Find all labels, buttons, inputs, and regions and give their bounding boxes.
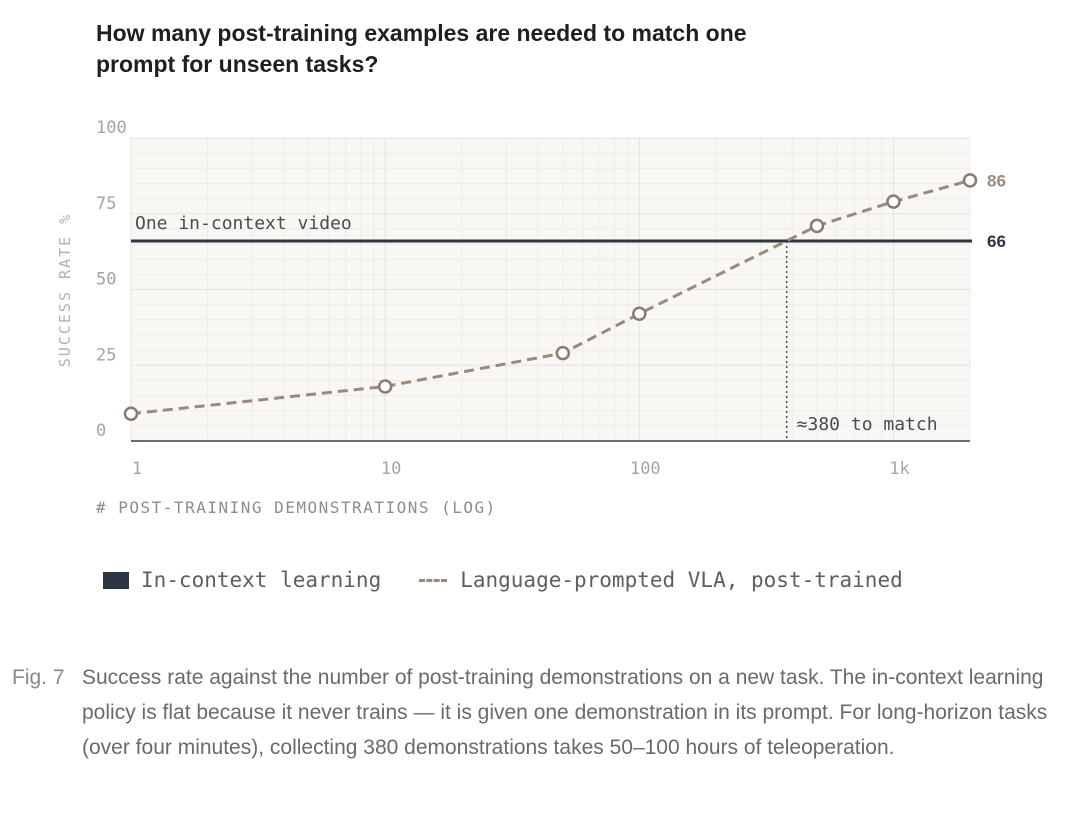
x-tick-labels: 1 10 100 1k xyxy=(132,459,910,479)
data-point xyxy=(377,379,393,394)
data-point xyxy=(962,173,978,188)
major-grid xyxy=(130,137,970,441)
line-chart: 0 25 50 75 100 1 10 100 1k SUCCESS RATE % # POS… xyxy=(56,118,1006,517)
legend-swatch-dashed xyxy=(419,578,448,582)
icl-annotation: One in-context video xyxy=(135,213,352,234)
legend-label-icl: In-context learning xyxy=(141,568,382,592)
x-axis-label: # POST-TRAINING DEMONSTRATIONS (LOG) xyxy=(96,498,497,517)
legend-item-icl: In-context learning xyxy=(103,568,381,592)
legend-swatch-solid xyxy=(103,571,129,589)
vla-end-label: 86 xyxy=(987,171,1006,190)
legend: In-context learning Language-prompted VL… xyxy=(103,566,941,594)
figure-caption: Fig. 7 Success rate against the number o… xyxy=(12,660,1072,765)
caption-text: Success rate against the number of post-… xyxy=(82,666,1048,759)
crossover-label: ≈380 to match xyxy=(797,414,938,435)
y-tick-label: 0 xyxy=(96,421,106,441)
data-point xyxy=(886,194,901,209)
y-axis-label: SUCCESS RATE % xyxy=(56,213,74,367)
y-tick-label: 100 xyxy=(96,118,127,138)
y-tick-label: 75 xyxy=(96,194,116,214)
vla-points xyxy=(123,173,978,421)
x-tick-label: 100 xyxy=(630,459,661,479)
data-point xyxy=(809,218,825,234)
y-tick-label: 25 xyxy=(96,345,116,365)
data-point xyxy=(123,406,139,421)
legend-item-vla: Language-prompted VLA, post-trained xyxy=(419,568,903,592)
legend-label-vla: Language-prompted VLA, post-trained xyxy=(460,568,903,592)
x-tick-label: 10 xyxy=(381,459,401,479)
y-tick-labels: 0 25 50 75 100 xyxy=(96,118,127,441)
data-point xyxy=(632,306,647,321)
icl-end-label: 66 xyxy=(987,232,1006,251)
caption-label: Fig. 7 xyxy=(12,666,65,689)
x-tick-label: 1 xyxy=(132,459,142,479)
x-tick-label: 1k xyxy=(889,459,909,479)
chart-title: How many post-training examples are need… xyxy=(96,20,747,77)
data-point xyxy=(555,345,571,361)
y-tick-label: 50 xyxy=(96,270,116,290)
